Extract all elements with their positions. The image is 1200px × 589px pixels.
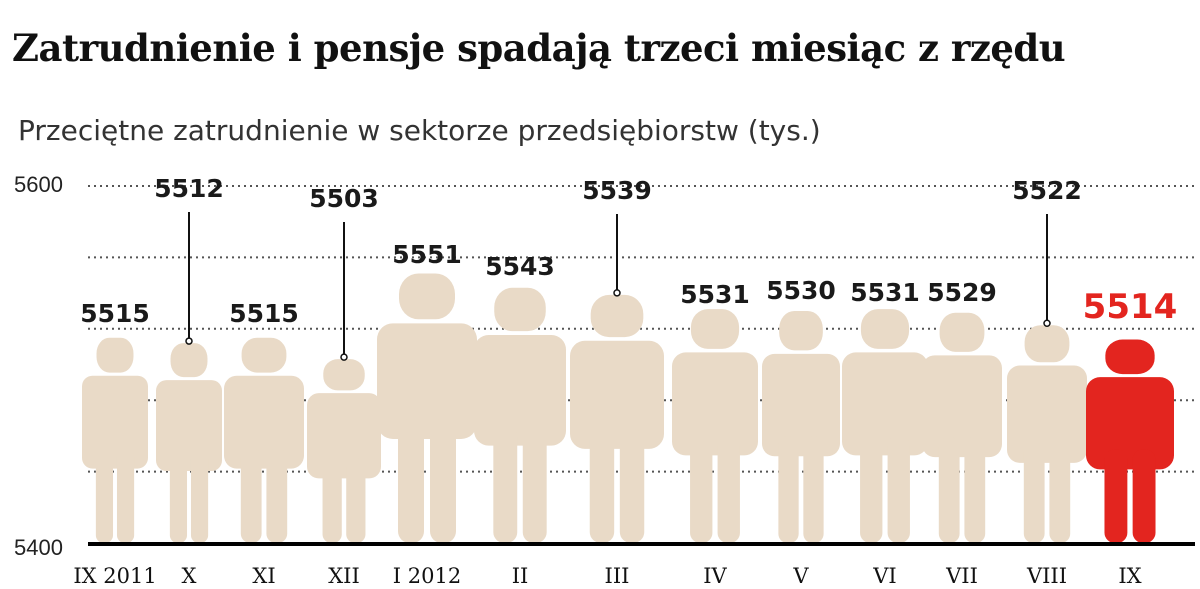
x-tick-label: VI xyxy=(872,564,896,588)
person-figure xyxy=(762,310,840,543)
leader-dot xyxy=(185,337,193,345)
x-tick-label: XI xyxy=(252,564,275,588)
person-figure xyxy=(672,309,758,543)
person-figure xyxy=(224,337,304,543)
person-figure xyxy=(1007,325,1087,543)
chart-subtitle: Przeciętne zatrudnienie w sektorze przed… xyxy=(18,114,821,147)
x-tick-label: VIII xyxy=(1026,564,1067,588)
value-label-highlight: 5514 xyxy=(1083,287,1178,327)
y-tick-label: 5400 xyxy=(14,535,63,560)
person-figure xyxy=(82,337,148,543)
x-tick-label: I 2012 xyxy=(393,564,461,588)
value-label: 5543 xyxy=(485,252,555,281)
person-figure xyxy=(377,273,477,543)
x-tick-label: V xyxy=(792,564,809,588)
chart-title: Zatrudnienie i pensje spadają trzeci mie… xyxy=(12,26,1066,70)
x-tick-label: VII xyxy=(945,564,978,588)
x-tick-label: X xyxy=(182,564,197,588)
person-figure xyxy=(842,309,928,543)
leader-dot xyxy=(613,289,621,297)
x-axis-labels: IX 2011 X XI XII I 2012 II III IV V VI VII VIII IX xyxy=(73,564,1141,588)
person-figure-highlight xyxy=(1086,339,1174,543)
leader-dot xyxy=(1043,319,1051,327)
person-figure xyxy=(570,294,664,543)
value-label: 5529 xyxy=(927,278,997,307)
value-label: 5503 xyxy=(309,184,379,213)
x-tick-label: II xyxy=(512,564,529,588)
x-tick-label: III xyxy=(605,564,630,588)
label-leaders xyxy=(185,212,1051,361)
value-labels: 5515 5512 5515 5503 5551 5543 5539 5531 5530 5531… xyxy=(80,174,1177,328)
person-figure xyxy=(922,312,1002,543)
x-tick-label: IX xyxy=(1118,564,1141,588)
value-label: 5515 xyxy=(229,299,299,328)
y-tick-label: 5600 xyxy=(14,172,63,197)
value-label: 5512 xyxy=(154,174,224,203)
x-tick-label: XII xyxy=(328,564,360,588)
person-figure xyxy=(156,343,222,543)
leader-dot xyxy=(340,353,348,361)
person-figures xyxy=(82,273,1174,543)
value-label: 5551 xyxy=(392,240,462,269)
x-tick-label: IX 2011 xyxy=(73,564,156,588)
value-label: 5531 xyxy=(850,278,920,307)
x-tick-label: IV xyxy=(703,564,727,588)
value-label: 5539 xyxy=(582,176,652,205)
y-axis-labels: 5400 5600 xyxy=(14,172,63,560)
value-label: 5515 xyxy=(80,299,150,328)
value-label: 5530 xyxy=(766,276,836,305)
person-figure xyxy=(307,359,381,543)
person-figure xyxy=(474,287,566,543)
value-label: 5522 xyxy=(1012,176,1082,205)
value-label: 5531 xyxy=(680,280,750,309)
